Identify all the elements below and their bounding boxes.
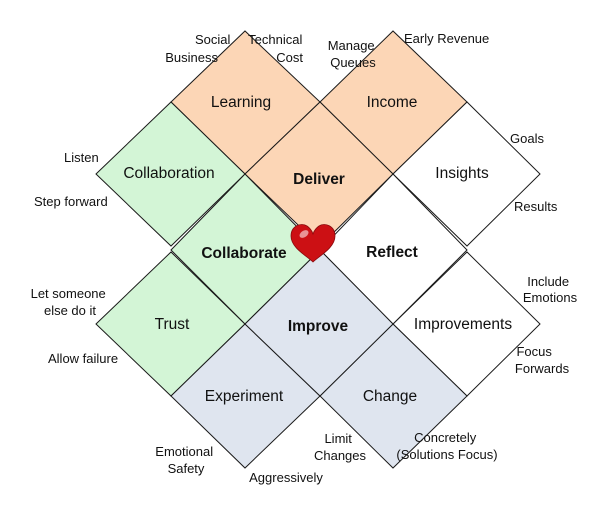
- tile-insights: [392, 101, 541, 247]
- note-early-revenue: Early Revenue: [404, 31, 489, 46]
- note-include-emotions: Include Emotions: [523, 274, 578, 305]
- note-focus-forwards: Focus Forwards: [515, 344, 570, 376]
- label-trust: Trust: [155, 316, 190, 333]
- note-step-forward: Step forward: [34, 194, 108, 209]
- tile-improve: [244, 249, 394, 397]
- note-let-someone: Let someone else do it: [31, 286, 110, 318]
- note-results: Results: [514, 199, 558, 214]
- label-reflect: Reflect: [366, 244, 418, 261]
- label-change: Change: [363, 388, 417, 405]
- label-improvements: Improvements: [414, 316, 512, 333]
- note-social-business: Social Business: [165, 32, 234, 65]
- note-emotional-safety: Emotional Safety: [155, 444, 216, 476]
- label-improve: Improve: [288, 318, 349, 335]
- note-concretely: Concretely (Solutions Focus): [396, 430, 497, 462]
- label-learning: Learning: [211, 94, 271, 111]
- note-manage-queues: Manage Queues: [328, 38, 379, 70]
- note-limit-changes: Limit Changes: [314, 431, 367, 463]
- label-income: Income: [367, 94, 418, 111]
- label-collaborate: Collaborate: [201, 245, 287, 262]
- note-allow-failure: Allow failure: [48, 351, 118, 366]
- label-deliver: Deliver: [293, 171, 345, 188]
- label-collaboration: Collaboration: [123, 165, 214, 182]
- label-experiment: Experiment: [205, 388, 284, 405]
- note-listen: Listen: [64, 150, 99, 165]
- note-aggressively: Aggressively: [249, 470, 323, 485]
- heart-icon: [290, 224, 336, 263]
- note-goals: Goals: [510, 131, 544, 146]
- note-technical-cost: Technical Cost: [248, 32, 306, 65]
- label-insights: Insights: [435, 165, 489, 182]
